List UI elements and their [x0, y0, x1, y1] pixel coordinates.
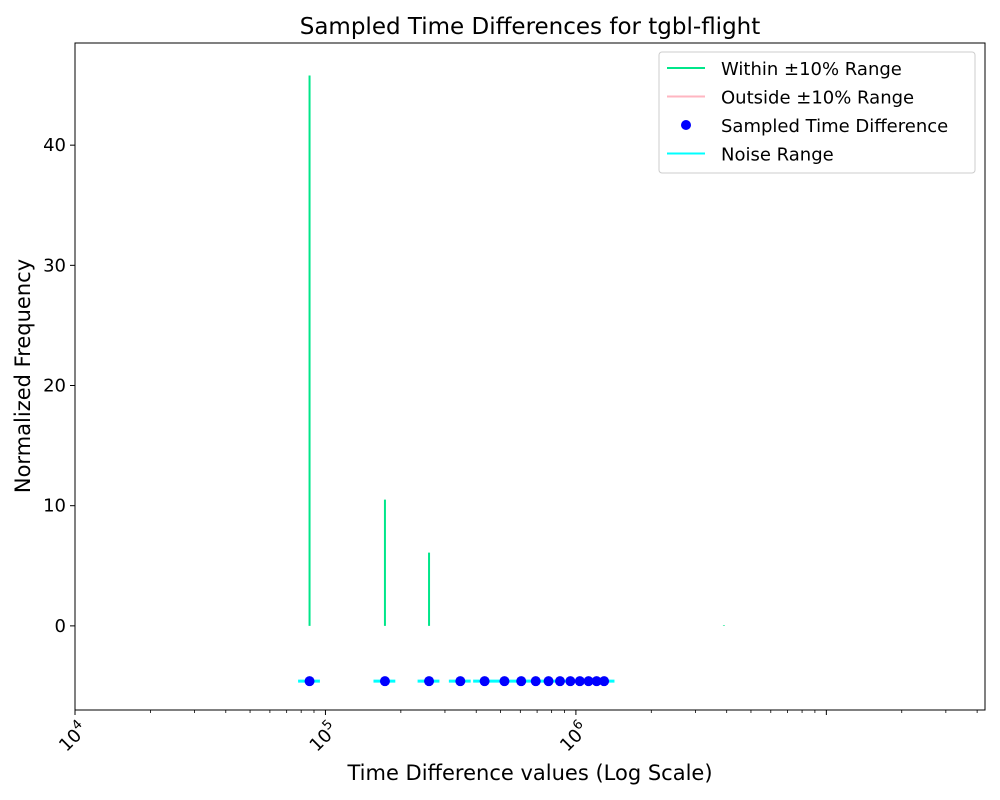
- y-tick-label: 0: [55, 616, 66, 637]
- chart-title: Sampled Time Differences for tgbl-flight: [300, 14, 761, 40]
- y-axis-label: Normalized Frequency: [11, 259, 35, 493]
- sampled-time-point: [543, 676, 554, 687]
- sampled-time-point: [499, 676, 510, 687]
- sampled-time-point: [583, 676, 594, 687]
- y-tick-label: 30: [43, 255, 66, 276]
- legend-label: Within ±10% Range: [721, 59, 902, 80]
- sampled-time-point: [565, 676, 576, 687]
- legend-label: Outside ±10% Range: [721, 88, 914, 109]
- sampled-time-point: [599, 676, 610, 687]
- plot-area: [298, 75, 725, 687]
- sampled-time-point: [516, 676, 527, 687]
- x-axis-label: Time Difference values (Log Scale): [346, 761, 712, 785]
- y-tick-label: 40: [43, 135, 66, 156]
- y-tick-label: 10: [43, 496, 66, 517]
- sampled-time-point: [424, 676, 435, 687]
- sampled-time-point: [455, 676, 466, 687]
- legend-box: [658, 51, 976, 174]
- sampled-time-point: [591, 676, 602, 687]
- legend-label: Noise Range: [721, 145, 834, 166]
- legend-marker: [681, 120, 691, 130]
- y-tick-label: 20: [43, 376, 66, 397]
- sampled-time-point: [479, 676, 490, 687]
- legend-label: Sampled Time Difference: [721, 116, 948, 137]
- y-axis-ticks: 0 10 20 30 40: [43, 135, 75, 637]
- sampled-time-point: [304, 676, 315, 687]
- plot-frame: [74, 42, 986, 711]
- sampled-time-point: [530, 676, 541, 687]
- legend: Within ±10% Range Outside ±10% Range Sampl…: [658, 51, 976, 174]
- sampled-time-point: [554, 676, 565, 687]
- sampled-time-point: [379, 676, 390, 687]
- sampled-time-point: [574, 676, 585, 687]
